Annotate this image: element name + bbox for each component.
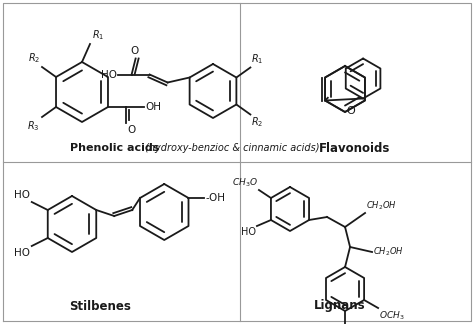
Text: O: O (130, 47, 139, 56)
Text: $CH_3O$: $CH_3O$ (232, 177, 258, 189)
Text: HO: HO (241, 227, 256, 237)
Text: Lignans: Lignans (314, 299, 366, 313)
Text: HO: HO (14, 190, 30, 200)
Text: Stilbenes: Stilbenes (69, 299, 131, 313)
Text: HO: HO (14, 248, 30, 258)
Text: $CH_2OH$: $CH_2OH$ (373, 246, 404, 258)
Text: HO: HO (100, 70, 117, 79)
Text: -OH: -OH (206, 193, 226, 203)
Text: Flavonoids: Flavonoids (319, 142, 391, 155)
Text: $R_3$: $R_3$ (27, 119, 40, 133)
Text: $R_2$: $R_2$ (27, 51, 40, 65)
Text: OH: OH (145, 102, 161, 112)
Text: $OCH_3$: $OCH_3$ (379, 309, 405, 321)
Text: $R_1$: $R_1$ (251, 53, 264, 66)
Text: O: O (127, 125, 135, 135)
Text: $CH_2OH$: $CH_2OH$ (366, 200, 397, 212)
Text: $R_1$: $R_1$ (92, 28, 104, 42)
Text: O: O (346, 106, 355, 116)
Text: (hydroxy-benzioc & cinnamic acids): (hydroxy-benzioc & cinnamic acids) (142, 143, 319, 153)
Text: $R_2$: $R_2$ (251, 115, 264, 129)
Text: Phenolic acids: Phenolic acids (70, 143, 159, 153)
